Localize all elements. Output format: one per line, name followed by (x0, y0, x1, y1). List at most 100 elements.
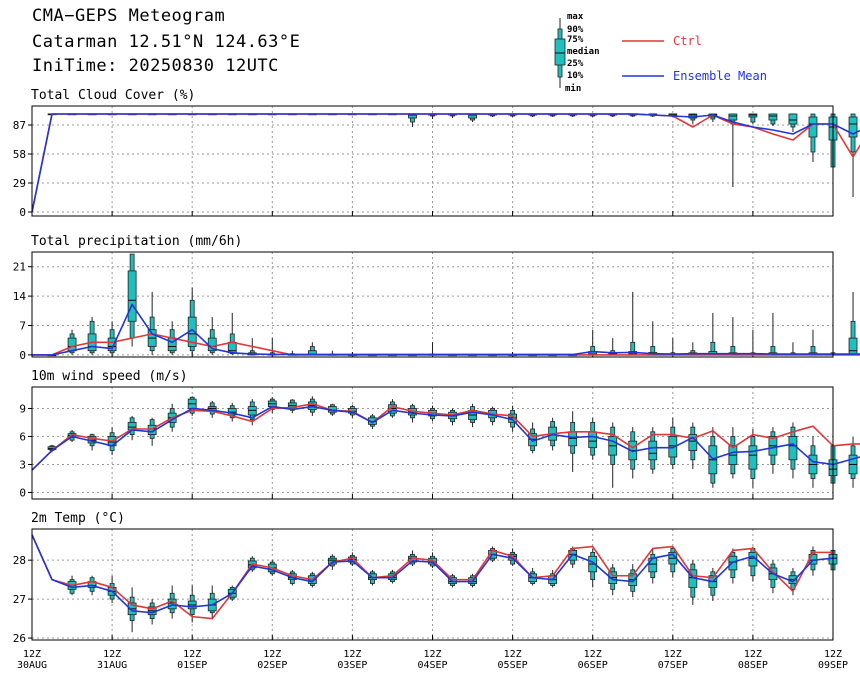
legend-box-label: 10% (567, 71, 584, 81)
x-tick-label-date: 02SEP (257, 660, 287, 671)
box-iqr (648, 440, 658, 461)
legend-iqr (554, 38, 566, 66)
box-21 (448, 408, 457, 426)
legend-ctrl-label: Ctrl (673, 34, 702, 48)
x-tick-label-hour: 12Z (744, 649, 762, 660)
x-tick-label-date: 04SEP (417, 660, 447, 671)
box-35 (728, 317, 738, 356)
box-iqr (788, 436, 798, 461)
y-tick-label: 0 (19, 349, 26, 362)
box-29 (608, 422, 618, 488)
x-tick-label-date: 06SEP (578, 660, 608, 671)
box-iqr (848, 337, 858, 356)
x-tick-label-date: 05SEP (498, 660, 528, 671)
legend-box-label: min (565, 83, 581, 94)
legend-box-glyph (554, 18, 566, 88)
box-37 (768, 312, 778, 356)
y-tick-label: 9 (19, 402, 26, 415)
x-tick-label-hour: 12Z (343, 649, 361, 660)
ctrl-line (31, 113, 860, 213)
box-iqr (728, 113, 738, 121)
box-8 (187, 287, 197, 355)
legend-box-label: 90% (567, 25, 584, 35)
x-tick-label-hour: 12Z (824, 649, 842, 660)
panel-title: Total precipitation (mm/6h) (31, 234, 242, 249)
box-36 (748, 329, 758, 356)
panel-1 (28, 251, 860, 358)
panel-frame (31, 251, 834, 358)
panel-3 (28, 528, 838, 641)
mean-line (31, 534, 834, 614)
box-13 (287, 399, 297, 414)
box-33 (688, 422, 698, 470)
x-tick-label-date: 09SEP (818, 660, 848, 671)
box-3 (87, 433, 97, 451)
legend-box-label: max (567, 12, 584, 22)
box-31 (648, 321, 658, 356)
box-38 (788, 342, 798, 356)
x-tick-label-date: 01SEP (177, 660, 207, 671)
box-8 (187, 396, 197, 416)
y-tick-label: 14 (13, 290, 27, 303)
mean-line (31, 113, 860, 213)
location-label: Catarman 12.51°N 124.63°E (32, 32, 301, 52)
box-36 (748, 113, 758, 124)
box-iqr (67, 337, 77, 352)
box-25 (528, 422, 538, 454)
ctrl-line (32, 333, 860, 356)
chart-title: CMA−GEPS Meteogram (32, 6, 226, 26)
legend-box-label: median (567, 46, 600, 57)
x-tick-label-hour: 12Z (103, 649, 121, 660)
box-22 (468, 403, 477, 428)
box-10 (227, 312, 237, 355)
y-tick-label: 6 (19, 430, 26, 443)
box-iqr (127, 270, 137, 322)
box-34 (708, 312, 718, 356)
legend-box-label: 75% (567, 35, 584, 45)
panel-0 (28, 105, 860, 217)
x-tick-label-hour: 12Z (263, 649, 281, 660)
panel-title: Total Cloud Cover (%) (31, 88, 195, 103)
box-28 (588, 417, 598, 460)
box-31 (648, 548, 658, 584)
x-tick-label-date: 08SEP (738, 660, 768, 671)
x-tick-label-date: 07SEP (658, 660, 688, 671)
box-30 (628, 291, 638, 356)
panel-title: 2m Temp (°C) (31, 511, 125, 526)
box-39 (808, 329, 818, 356)
x-tick-label-hour: 12Z (183, 649, 201, 660)
box-37 (768, 113, 778, 126)
box-32 (668, 417, 678, 470)
y-tick-label: 0 (19, 486, 26, 499)
box-37 (768, 427, 778, 474)
box-34 (708, 427, 718, 488)
y-tick-label: 26 (13, 632, 26, 645)
box-41 (848, 291, 858, 356)
meteogram-header: CMA−GEPS Meteogram Catarman 12.51°N 124.… (0, 0, 860, 96)
y-tick-label: 21 (13, 261, 26, 274)
box-39 (808, 113, 818, 162)
y-tick-label: 29 (13, 177, 26, 190)
box-12 (267, 338, 277, 356)
mean-line (32, 303, 860, 356)
box-27 (568, 411, 578, 472)
box-14 (307, 342, 317, 356)
box-28 (588, 548, 598, 588)
mean-line (31, 405, 860, 471)
x-tick-label-hour: 12Z (504, 649, 522, 660)
ctrl-line (31, 534, 833, 620)
box-10 (227, 402, 237, 422)
box-iqr (788, 113, 798, 125)
box-41 (848, 436, 858, 488)
box-iqr (748, 445, 758, 470)
box-4 (107, 321, 117, 355)
y-tick-label: 28 (13, 554, 26, 567)
box-5 (127, 415, 137, 441)
box-37 (768, 560, 778, 594)
y-tick-label: 27 (13, 593, 26, 606)
init-time-label: IniTime: 20250830 12UTC (32, 56, 279, 76)
box-35 (728, 113, 738, 187)
ctrl-line (31, 402, 860, 471)
y-tick-label: 58 (13, 148, 26, 161)
